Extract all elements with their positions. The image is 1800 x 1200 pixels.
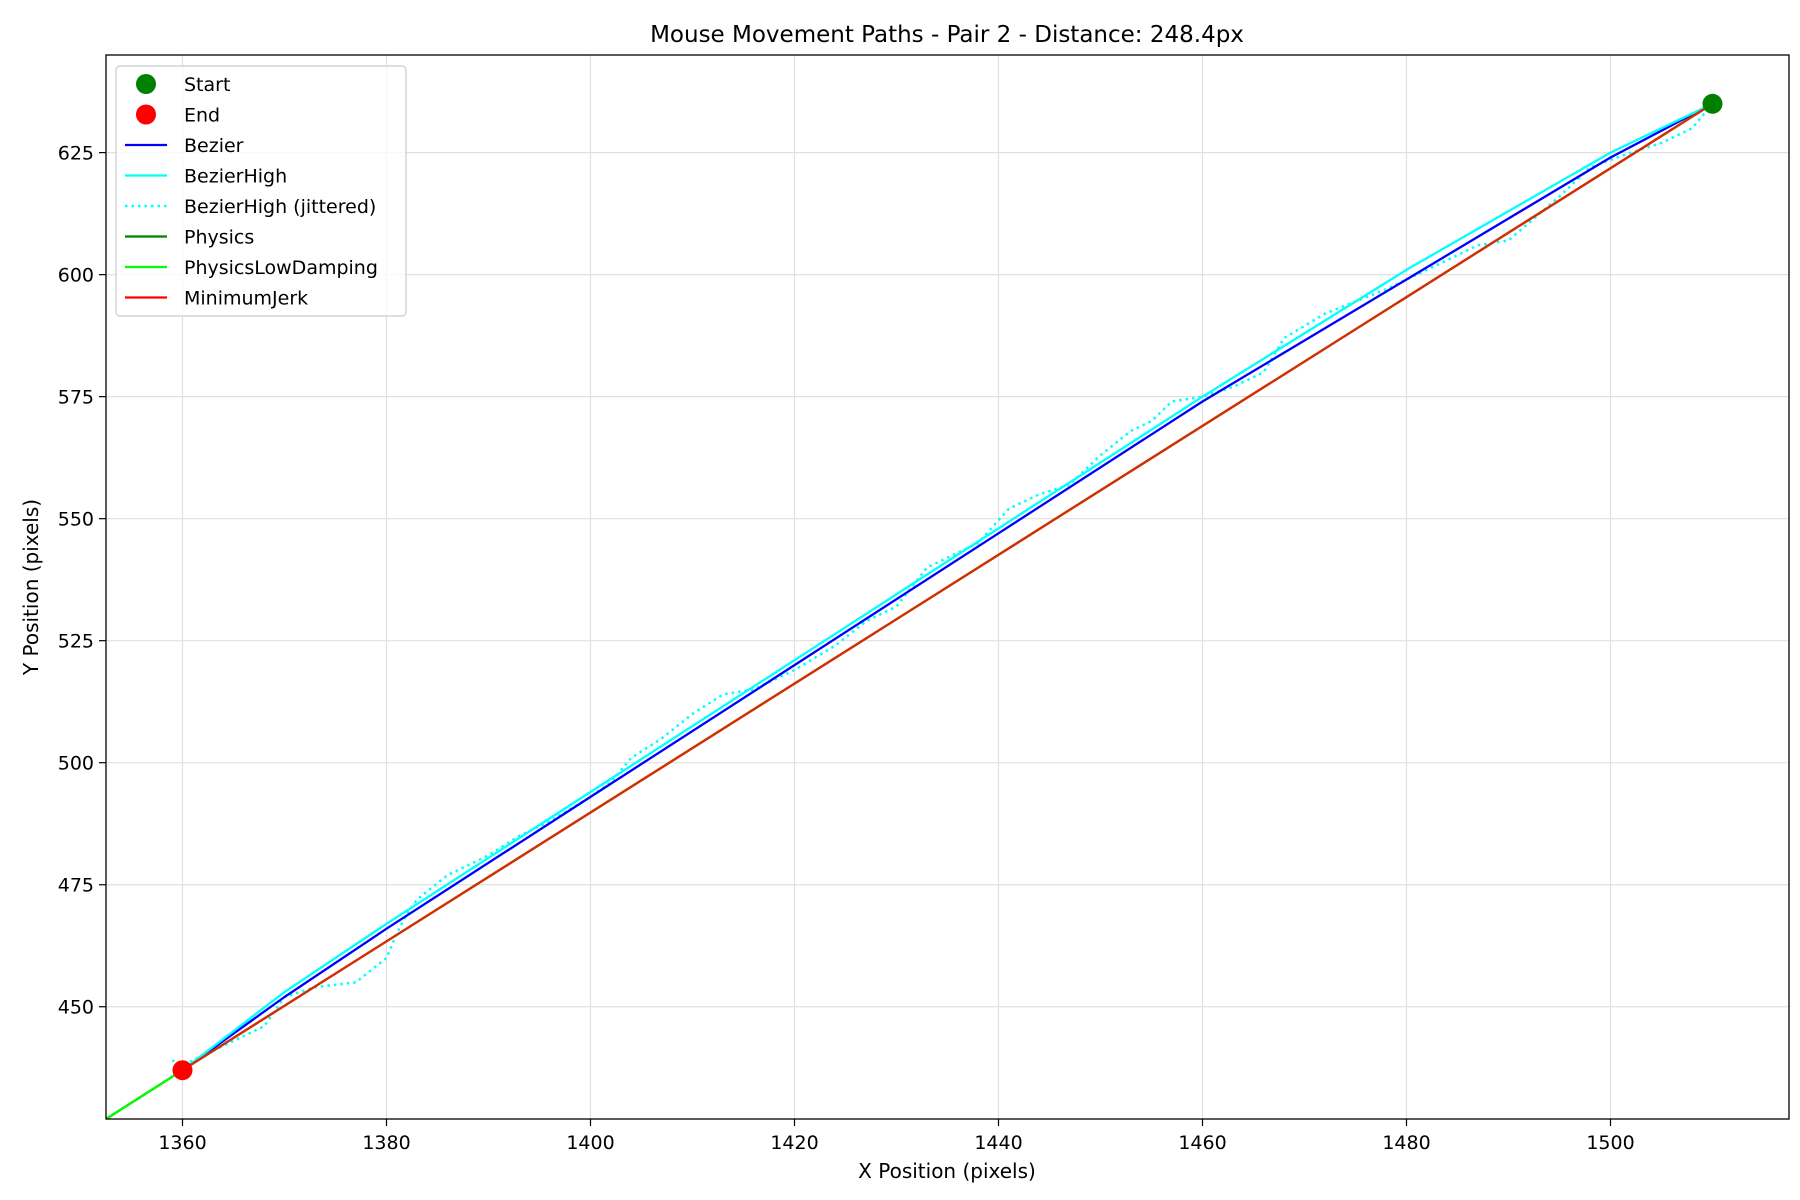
x-tick-label: 1500 xyxy=(1586,1132,1634,1154)
x-axis-label: X Position (pixels) xyxy=(858,1159,1036,1183)
y-tick-label: 600 xyxy=(58,265,94,287)
x-tick-label: 1360 xyxy=(158,1132,206,1154)
legend: Start End Bezier BezierHigh BezierHigh (jitt… xyxy=(115,65,407,317)
legend-label: BezierHigh xyxy=(184,166,287,188)
x-tick-label: 1440 xyxy=(974,1132,1022,1154)
legend-label: End xyxy=(184,105,220,127)
legend-label: Bezier xyxy=(184,135,244,157)
legend-label: BezierHigh (jittered) xyxy=(184,196,376,218)
legend-label: MinimumJerk xyxy=(184,288,308,310)
y-tick-label: 525 xyxy=(58,631,94,653)
series-line-bezierhigh xyxy=(181,102,1713,1072)
x-tick-label: 1420 xyxy=(770,1132,818,1154)
y-tick-label: 500 xyxy=(58,753,94,775)
legend-marker-end xyxy=(136,104,156,125)
series-line-bezier xyxy=(181,102,1714,1072)
grid xyxy=(106,55,1789,1119)
legend-label: Start xyxy=(184,74,230,96)
y-tick-label: 625 xyxy=(58,143,94,165)
x-tick-label: 1480 xyxy=(1382,1132,1430,1154)
chart-title: Mouse Movement Paths - Pair 2 - Distance… xyxy=(650,22,1244,48)
series-line-bezierhigh-jittered xyxy=(171,102,1714,1067)
series-layer xyxy=(106,93,1723,1119)
x-tick-label: 1380 xyxy=(362,1132,410,1154)
end-marker xyxy=(172,1060,193,1081)
y-tick-label: 475 xyxy=(58,875,94,897)
y-axis-label: Y Position (pixels) xyxy=(19,499,43,676)
series-line-physicslowdamping xyxy=(106,1069,184,1119)
legend-marker-start xyxy=(136,74,156,94)
y-tick-label: 575 xyxy=(58,387,94,409)
legend-label: PhysicsLowDamping xyxy=(184,257,378,279)
y-tick-label: 450 xyxy=(58,997,94,1019)
legend-label: Physics xyxy=(184,227,254,249)
overlap-line xyxy=(181,102,1714,1072)
y-tick-label: 550 xyxy=(58,509,94,531)
x-tick-label: 1460 xyxy=(1178,1132,1226,1154)
plot-frame xyxy=(105,54,1790,1120)
x-tick-label: 1400 xyxy=(566,1132,614,1154)
y-axis-ticks: 450 475 500 525 550 575 600 625 xyxy=(58,143,106,1019)
legend-box xyxy=(115,65,407,317)
x-axis-ticks: 1360 1380 1400 1420 1440 1460 1480 1500 xyxy=(158,1119,1635,1154)
start-marker xyxy=(1702,93,1723,114)
